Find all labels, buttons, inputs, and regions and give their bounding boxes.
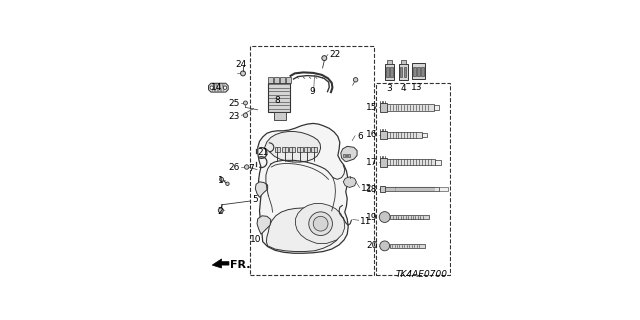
- Text: 4: 4: [401, 84, 406, 93]
- Polygon shape: [268, 83, 290, 112]
- Text: 3: 3: [387, 84, 392, 93]
- Polygon shape: [404, 68, 406, 77]
- Text: 18: 18: [366, 185, 378, 194]
- Text: 23: 23: [228, 111, 240, 121]
- Text: 22: 22: [329, 50, 340, 59]
- Circle shape: [220, 177, 223, 181]
- Polygon shape: [420, 68, 424, 76]
- Text: 13: 13: [412, 83, 423, 92]
- Polygon shape: [257, 216, 271, 234]
- Polygon shape: [343, 177, 356, 188]
- Text: 16: 16: [366, 131, 378, 140]
- Polygon shape: [422, 132, 427, 138]
- Text: 6: 6: [357, 132, 363, 141]
- Polygon shape: [296, 204, 345, 244]
- Polygon shape: [297, 147, 303, 152]
- Text: 10: 10: [250, 236, 261, 244]
- Text: 8: 8: [275, 96, 280, 105]
- Text: 19: 19: [366, 212, 378, 221]
- Polygon shape: [268, 76, 273, 83]
- Polygon shape: [387, 132, 422, 138]
- Polygon shape: [434, 105, 440, 110]
- Text: 12: 12: [360, 184, 372, 193]
- Text: 26: 26: [228, 163, 240, 172]
- Polygon shape: [390, 244, 426, 248]
- Polygon shape: [380, 158, 387, 166]
- Text: 20: 20: [366, 241, 378, 250]
- Text: 9: 9: [309, 87, 315, 96]
- Polygon shape: [264, 132, 321, 162]
- Polygon shape: [304, 147, 310, 152]
- Polygon shape: [341, 146, 357, 162]
- Polygon shape: [380, 186, 385, 192]
- Polygon shape: [435, 160, 440, 164]
- Circle shape: [226, 182, 229, 186]
- Polygon shape: [387, 68, 389, 77]
- Text: 7: 7: [248, 164, 254, 173]
- Polygon shape: [387, 159, 435, 165]
- Polygon shape: [346, 154, 348, 157]
- Polygon shape: [275, 147, 280, 152]
- Polygon shape: [387, 60, 392, 64]
- Polygon shape: [412, 63, 424, 79]
- Polygon shape: [400, 68, 403, 77]
- Polygon shape: [399, 64, 408, 80]
- Text: 24: 24: [235, 60, 246, 69]
- Text: 1: 1: [218, 176, 223, 185]
- Text: 11: 11: [360, 217, 372, 226]
- Text: 14: 14: [211, 83, 222, 92]
- Polygon shape: [348, 154, 349, 157]
- Polygon shape: [289, 147, 295, 152]
- Polygon shape: [385, 64, 394, 80]
- Circle shape: [380, 212, 390, 222]
- Polygon shape: [266, 208, 341, 252]
- Circle shape: [353, 77, 358, 82]
- Polygon shape: [312, 147, 317, 152]
- Polygon shape: [417, 68, 420, 76]
- Polygon shape: [275, 76, 279, 83]
- Polygon shape: [280, 76, 285, 83]
- Polygon shape: [343, 154, 345, 157]
- Circle shape: [243, 101, 248, 105]
- Text: TK4AE0700: TK4AE0700: [396, 270, 447, 279]
- Circle shape: [322, 56, 327, 60]
- Circle shape: [308, 212, 332, 236]
- Polygon shape: [401, 60, 406, 64]
- Polygon shape: [282, 147, 288, 152]
- Text: 17: 17: [366, 157, 378, 167]
- Polygon shape: [274, 112, 286, 120]
- Polygon shape: [209, 83, 228, 92]
- Polygon shape: [212, 259, 229, 268]
- Text: 25: 25: [228, 99, 240, 108]
- Polygon shape: [285, 76, 291, 83]
- Circle shape: [313, 216, 328, 231]
- Text: 2: 2: [218, 207, 223, 216]
- Polygon shape: [390, 215, 429, 219]
- Polygon shape: [258, 124, 348, 253]
- Polygon shape: [255, 182, 268, 197]
- Circle shape: [210, 86, 213, 89]
- Polygon shape: [413, 68, 416, 76]
- Polygon shape: [387, 104, 434, 111]
- Text: 5: 5: [253, 195, 259, 204]
- Polygon shape: [439, 188, 447, 191]
- Polygon shape: [380, 131, 387, 140]
- Polygon shape: [385, 187, 439, 191]
- Circle shape: [241, 71, 246, 76]
- Polygon shape: [390, 68, 393, 77]
- Text: 15: 15: [366, 103, 378, 112]
- Circle shape: [244, 165, 249, 169]
- Polygon shape: [380, 103, 387, 112]
- Circle shape: [218, 208, 223, 213]
- Circle shape: [380, 241, 390, 251]
- Circle shape: [243, 113, 248, 117]
- Text: FR.: FR.: [230, 260, 250, 269]
- Text: 21: 21: [257, 148, 268, 157]
- Circle shape: [223, 86, 227, 89]
